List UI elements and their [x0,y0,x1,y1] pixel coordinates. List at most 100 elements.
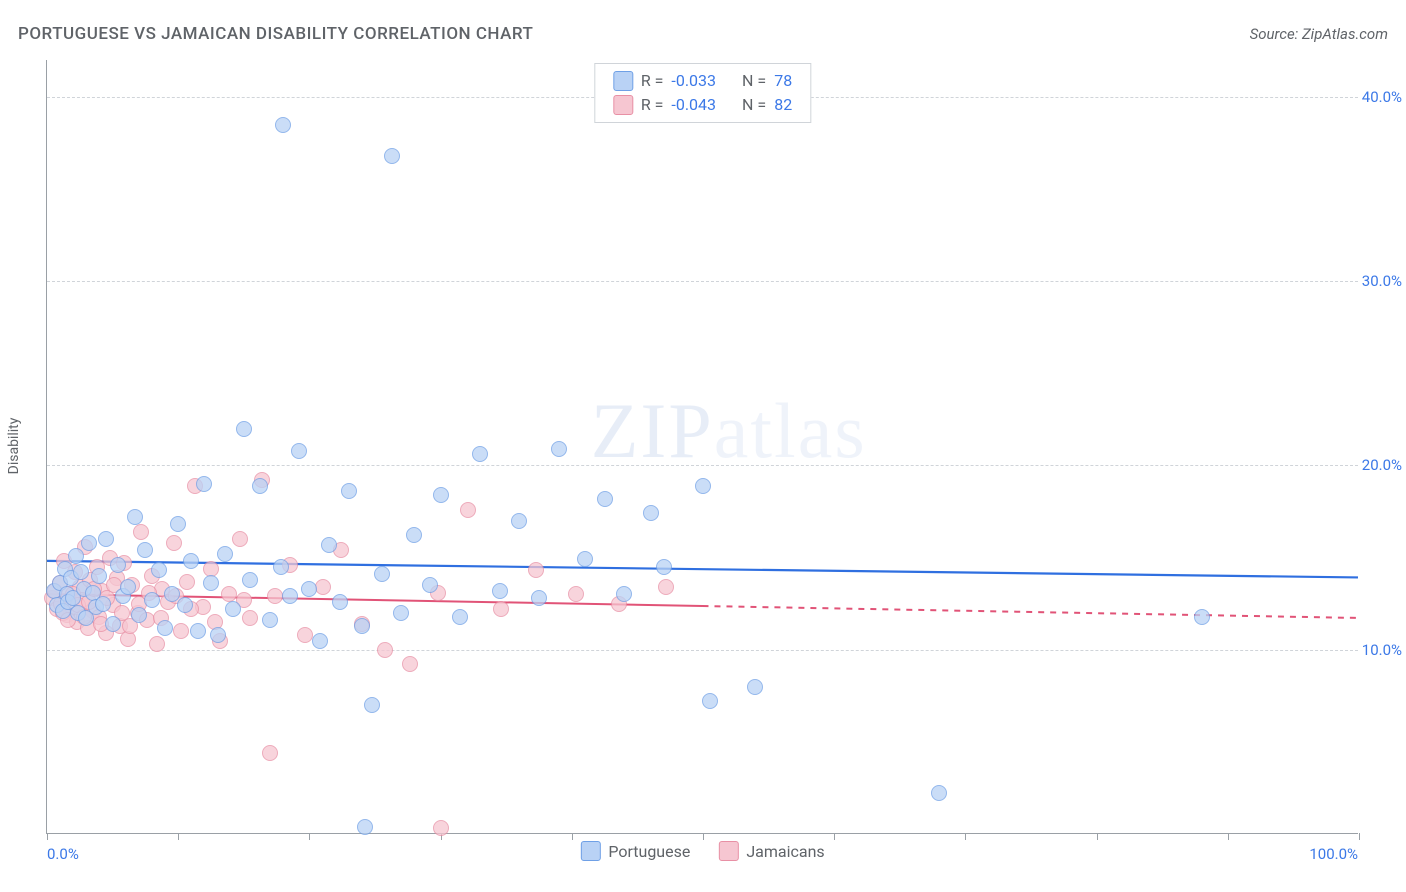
scatter-point-portuguese [95,596,111,612]
legend-item-jamaicans: Jamaicans [718,841,824,861]
scatter-point-portuguese [364,697,380,713]
x-tick-label-min: 0.0% [47,845,79,863]
scatter-point-portuguese [127,509,143,525]
scatter-point-portuguese [183,553,199,569]
legend-n-jamaicans: 82 [774,93,792,117]
scatter-point-portuguese [217,546,233,562]
scatter-point-portuguese [643,505,659,521]
legend-label-portuguese: Portuguese [608,842,690,861]
scatter-point-portuguese [616,586,632,602]
scatter-point-portuguese [151,562,167,578]
scatter-point-portuguese [341,483,357,499]
scatter-point-portuguese [384,148,400,164]
legend-r-prefix: R = [641,69,664,93]
source-credit: Source: ZipAtlas.com [1250,25,1388,43]
scatter-point-portuguese [273,559,289,575]
legend-r-prefix: R = [641,93,664,117]
plot-area: ZIPatlas 10.0%20.0%30.0%40.0% R = -0.033… [46,60,1358,834]
x-tick [47,833,48,840]
scatter-point-portuguese [144,592,160,608]
scatter-point-portuguese [203,575,219,591]
swatch-portuguese [580,841,600,861]
scatter-point-portuguese [157,620,173,636]
scatter-point-portuguese [275,117,291,133]
scatter-point-portuguese [120,579,136,595]
scatter-point-portuguese [354,618,370,634]
scatter-point-portuguese [321,537,337,553]
scatter-point-jamaicans [262,745,278,761]
legend-bottom: Portuguese Jamaicans [580,841,824,861]
scatter-point-portuguese [236,421,252,437]
scatter-points [47,60,1358,833]
legend-label-jamaicans: Jamaicans [746,842,824,861]
scatter-point-portuguese [332,594,348,610]
scatter-point-portuguese [433,487,449,503]
scatter-point-portuguese [422,577,438,593]
x-tick [309,833,310,840]
scatter-point-jamaicans [179,574,195,590]
scatter-point-portuguese [105,616,121,632]
scatter-point-portuguese [110,557,126,573]
scatter-point-jamaicans [658,579,674,595]
legend-row-jamaicans: R = -0.043 N = 82 [613,93,792,117]
scatter-point-portuguese [262,612,278,628]
x-tick [178,833,179,840]
scatter-point-jamaicans [528,562,544,578]
scatter-point-jamaicans [433,820,449,836]
scatter-point-portuguese [1194,609,1210,625]
scatter-point-portuguese [531,590,547,606]
scatter-point-jamaicans [133,524,149,540]
scatter-point-portuguese [472,446,488,462]
scatter-point-portuguese [282,588,298,604]
scatter-point-jamaicans [166,535,182,551]
scatter-point-portuguese [81,535,97,551]
scatter-point-portuguese [190,623,206,639]
scatter-point-portuguese [597,491,613,507]
scatter-point-portuguese [98,531,114,547]
scatter-point-jamaicans [149,636,165,652]
scatter-point-portuguese [252,478,268,494]
scatter-point-portuguese [747,679,763,695]
x-tick [1228,833,1229,840]
scatter-point-portuguese [210,627,226,643]
scatter-point-portuguese [91,568,107,584]
scatter-point-jamaicans [568,586,584,602]
scatter-point-portuguese [393,605,409,621]
x-tick [1359,833,1360,840]
scatter-point-portuguese [357,819,373,835]
scatter-point-portuguese [242,572,258,588]
swatch-jamaicans [718,841,738,861]
x-tick [703,833,704,840]
x-tick [965,833,966,840]
scatter-point-portuguese [312,633,328,649]
scatter-point-portuguese [170,516,186,532]
scatter-point-portuguese [452,609,468,625]
scatter-point-jamaicans [377,642,393,658]
scatter-point-portuguese [177,597,193,613]
scatter-point-portuguese [196,476,212,492]
scatter-point-portuguese [551,441,567,457]
legend-r-portuguese: -0.033 [671,69,716,93]
scatter-point-jamaicans [493,601,509,617]
scatter-point-jamaicans [402,656,418,672]
swatch-portuguese [613,71,633,91]
chart-title: PORTUGUESE VS JAMAICAN DISABILITY CORREL… [18,24,533,44]
scatter-point-portuguese [137,542,153,558]
scatter-point-jamaicans [173,623,189,639]
scatter-point-portuguese [695,478,711,494]
y-axis-title: Disability [6,418,22,475]
scatter-point-portuguese [656,559,672,575]
legend-item-portuguese: Portuguese [580,841,690,861]
legend-row-portuguese: R = -0.033 N = 78 [613,69,792,93]
scatter-point-portuguese [931,785,947,801]
scatter-point-portuguese [406,527,422,543]
scatter-point-portuguese [68,548,84,564]
scatter-point-portuguese [73,564,89,580]
x-tick-label-max: 100.0% [1309,845,1358,863]
legend-top: R = -0.033 N = 78 R = -0.043 N = 82 [594,63,811,123]
legend-n-portuguese: 78 [774,69,792,93]
scatter-point-jamaicans [242,610,258,626]
legend-r-jamaicans: -0.043 [671,93,716,117]
scatter-point-jamaicans [232,531,248,547]
scatter-point-jamaicans [460,502,476,518]
